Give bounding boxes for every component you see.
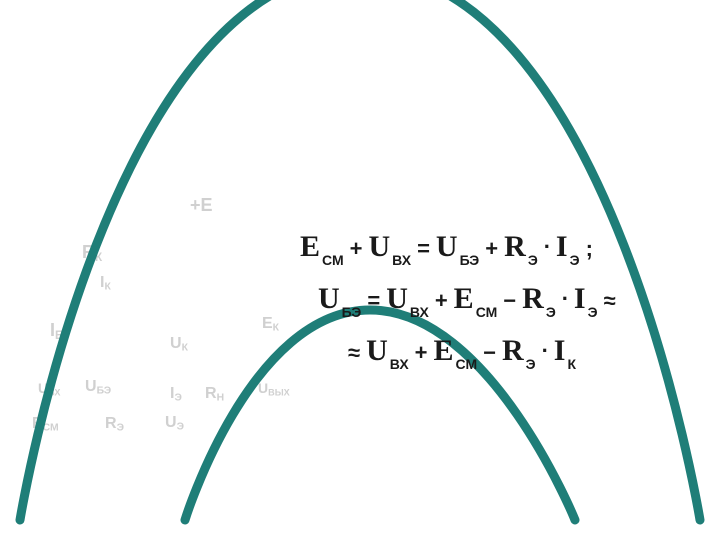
symbol: IЭ [574, 282, 598, 316]
symbol: UВХ [386, 282, 429, 316]
operator: − [483, 340, 496, 366]
mult-dot: . [544, 228, 550, 254]
equation-line: EСМ+UВХ=UБЭ+RЭ.IЭ; [300, 230, 616, 260]
equation-line: UБЭ=UВХ+EСМ−RЭ.IЭ≈ [300, 282, 616, 312]
symbol: UБЭ [436, 230, 479, 264]
operator: = [417, 236, 430, 262]
operator: + [415, 340, 428, 366]
stage: +ERКIКIБUКEКUБЭUВХIЭRНUВЫХEСМRЭUЭ EСМ+UВ… [0, 0, 720, 540]
symbol: IК [554, 334, 576, 368]
equation-line: ≈UВХ+EСМ−RЭ.IК [300, 334, 616, 364]
operator: + [485, 236, 498, 262]
operator: = [367, 288, 380, 314]
operator: − [503, 288, 516, 314]
symbol: UВХ [368, 230, 411, 264]
mult-dot: . [562, 280, 568, 306]
symbol: EСМ [454, 282, 498, 316]
symbol: UБЭ [318, 282, 361, 316]
operator: ; [586, 236, 593, 262]
operator: ≈ [348, 340, 360, 366]
symbol: RЭ [504, 230, 538, 264]
operator: ≈ [604, 288, 616, 314]
operator: + [350, 236, 363, 262]
operator: + [435, 288, 448, 314]
symbol: EСМ [434, 334, 478, 368]
symbol: EСМ [300, 230, 344, 264]
symbol: UВХ [366, 334, 409, 368]
symbol: RЭ [522, 282, 556, 316]
symbol: RЭ [502, 334, 536, 368]
equations: EСМ+UВХ=UБЭ+RЭ.IЭ;UБЭ=UВХ+EСМ−RЭ.IЭ≈≈UВХ… [300, 230, 616, 364]
mult-dot: . [542, 332, 548, 358]
symbol: IЭ [556, 230, 580, 264]
